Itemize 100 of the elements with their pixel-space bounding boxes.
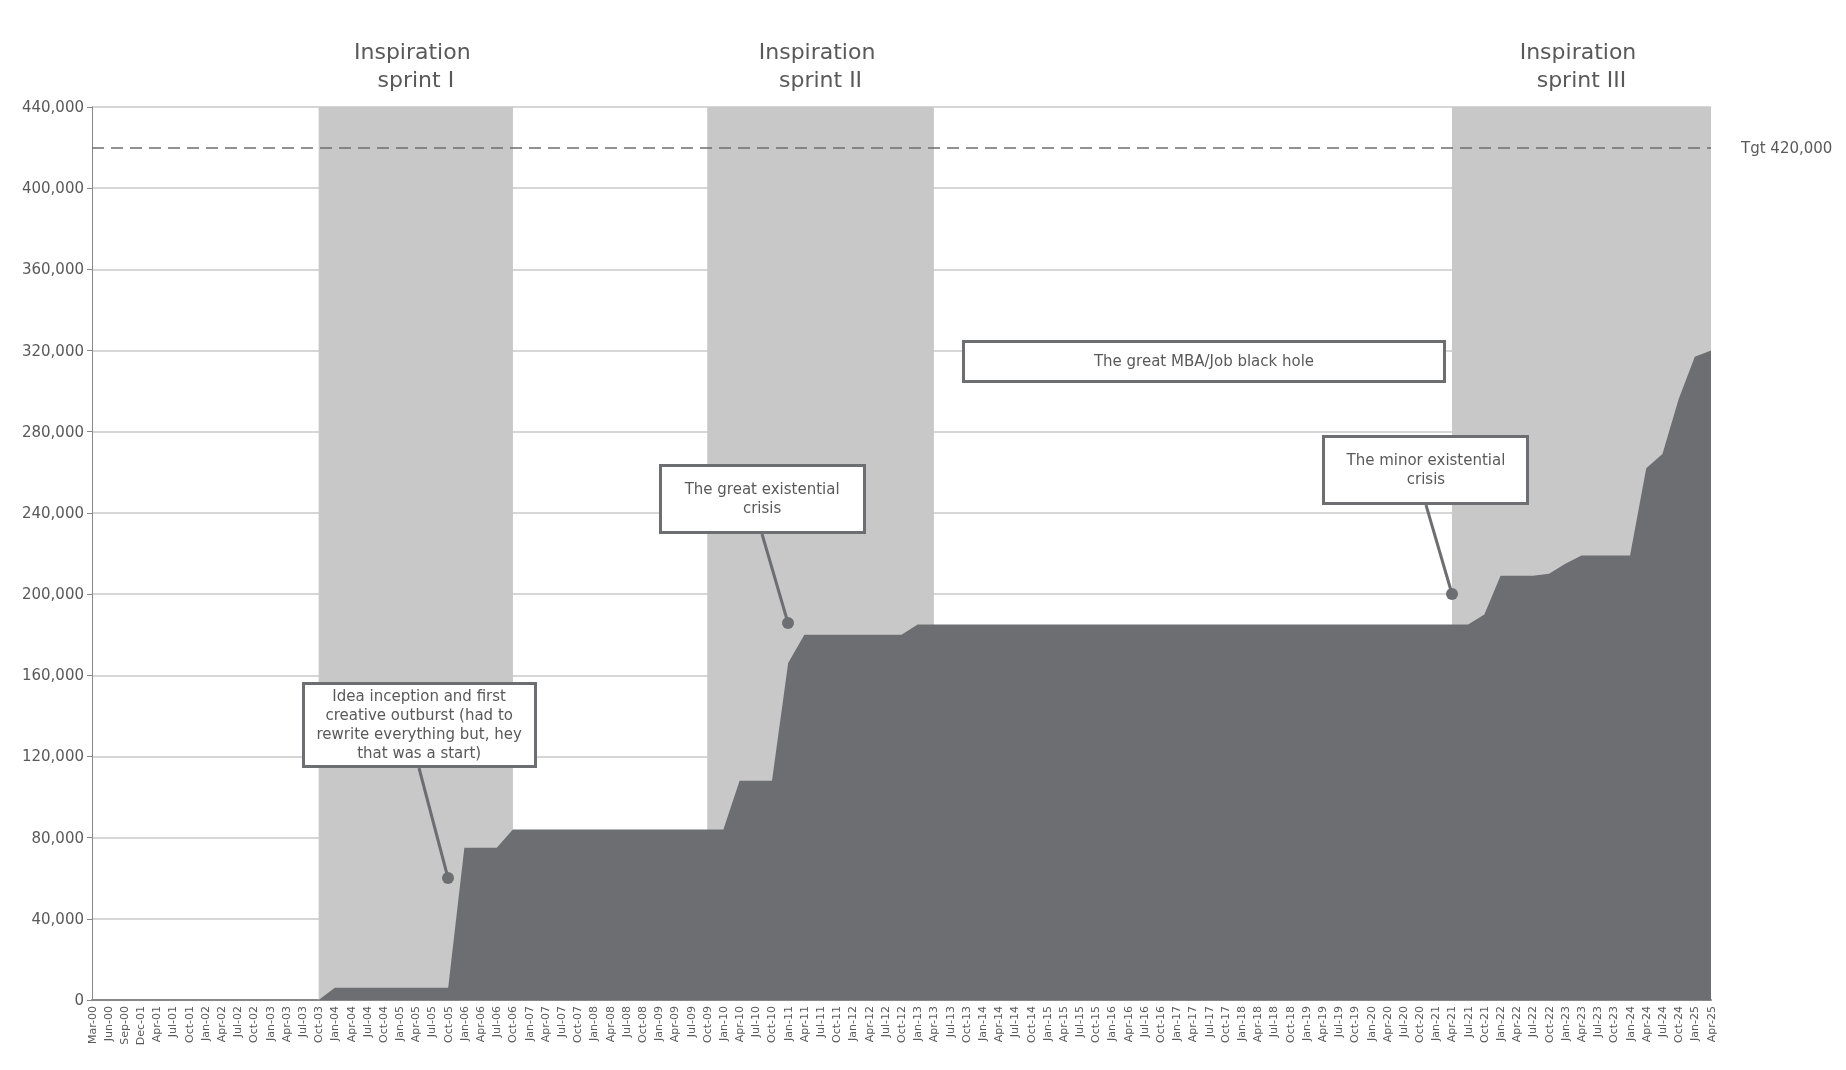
x-tick-label: Oct-08 xyxy=(635,1006,649,1043)
y-tick-label: 200,000 xyxy=(21,585,84,604)
x-tick-label: Oct-20 xyxy=(1413,1006,1427,1043)
annotation: Idea inception and first creative outburst (had to rewrite everything but, hey that was a start) xyxy=(315,687,523,764)
y-tick-label: 280,000 xyxy=(21,422,84,441)
x-tick-label: Jul-06 xyxy=(490,1006,504,1039)
x-tick-label: Oct-21 xyxy=(1477,1006,1491,1043)
x-tick-label: Jan-11 xyxy=(781,1006,795,1042)
x-tick-label: Oct-04 xyxy=(376,1006,390,1043)
x-tick-label: Oct-17 xyxy=(1218,1006,1232,1043)
x-tick-label: Jul-12 xyxy=(878,1006,892,1039)
x-tick-label: Jan-16 xyxy=(1105,1006,1119,1042)
x-tick-label: Apr-25 xyxy=(1704,1006,1718,1043)
x-tick-label: Jul-23 xyxy=(1591,1006,1605,1039)
x-tick-label: Jul-02 xyxy=(231,1006,245,1039)
x-tick-label: Jul-22 xyxy=(1526,1006,1540,1039)
x-tick-label: Jan-18 xyxy=(1234,1006,1248,1042)
y-tick-label: 360,000 xyxy=(21,260,84,279)
x-tick-label: Oct-05 xyxy=(441,1006,455,1043)
x-tick-label: Jan-20 xyxy=(1364,1006,1378,1042)
x-tick-label: Oct-23 xyxy=(1607,1006,1621,1043)
x-tick-label: Jul-01 xyxy=(166,1006,180,1039)
x-tick-label: Jan-12 xyxy=(846,1006,860,1042)
x-tick-label: Jan-02 xyxy=(198,1006,212,1042)
x-tick-label: Oct-07 xyxy=(571,1006,585,1043)
x-tick-label: Apr-17 xyxy=(1186,1006,1200,1043)
x-tick-label: Oct-09 xyxy=(700,1006,714,1043)
x-tick-label: Apr-11 xyxy=(797,1006,811,1043)
x-tick-label: Oct-02 xyxy=(247,1006,261,1043)
x-tick-label: Jul-17 xyxy=(1202,1006,1216,1039)
x-tick-label: Apr-22 xyxy=(1510,1006,1524,1043)
x-tick-label: Apr-20 xyxy=(1380,1006,1394,1043)
x-tick-label: Apr-09 xyxy=(668,1006,682,1043)
x-tick-label: Jan-04 xyxy=(328,1006,342,1042)
y-tick-label: 120,000 xyxy=(21,747,84,766)
x-tick-label: Oct-12 xyxy=(895,1006,908,1043)
x-tick-label: Oct-15 xyxy=(1089,1006,1103,1043)
x-tick-label: Apr-19 xyxy=(1315,1006,1329,1043)
x-tick-label: Jan-07 xyxy=(522,1006,536,1042)
x-tick-label: Jan-09 xyxy=(652,1006,666,1042)
y-tick-label: 400,000 xyxy=(21,179,84,198)
x-tick-label: Jul-04 xyxy=(360,1006,374,1039)
x-tick-label: Jan-22 xyxy=(1494,1006,1508,1042)
x-tick-label: Oct-24 xyxy=(1672,1006,1686,1043)
x-tick-label: Jan-13 xyxy=(911,1006,925,1042)
x-tick-label: Apr-07 xyxy=(538,1006,552,1043)
x-tick-label: Oct-16 xyxy=(1154,1006,1168,1043)
x-tick-label: Apr-01 xyxy=(150,1006,164,1043)
x-tick-label: Jul-20 xyxy=(1396,1006,1410,1039)
x-tick-label: Jan-08 xyxy=(587,1006,601,1042)
x-tick-label: Jan-14 xyxy=(975,1006,989,1042)
x-tick-label: Jul-07 xyxy=(555,1006,569,1039)
x-tick-label: Jan-15 xyxy=(1040,1006,1054,1042)
x-tick-label: Apr-02 xyxy=(215,1006,229,1043)
x-tick-label: Jan-17 xyxy=(1170,1006,1184,1042)
x-tick-label: Jan-05 xyxy=(393,1006,407,1042)
x-tick-label: Oct-14 xyxy=(1024,1006,1038,1043)
ref-line-label: Tgt 420,000 xyxy=(1740,138,1833,157)
y-tick-label: 40,000 xyxy=(31,909,84,928)
x-tick-label: Jul-21 xyxy=(1461,1006,1475,1039)
x-tick-label: Jul-08 xyxy=(619,1006,633,1039)
band-label: Inspiration sprint II xyxy=(758,38,883,92)
x-tick-label: Oct-18 xyxy=(1283,1006,1297,1043)
annotation: The minor existential crisis xyxy=(1345,451,1507,490)
x-tick-label: Jul-03 xyxy=(295,1006,309,1039)
x-tick-label: Apr-21 xyxy=(1445,1006,1459,1043)
x-tick-label: Apr-04 xyxy=(344,1006,358,1043)
x-tick-label: Apr-18 xyxy=(1251,1006,1265,1043)
y-tick-label: 160,000 xyxy=(21,666,84,685)
x-tick-label: Oct-10 xyxy=(765,1006,779,1043)
x-tick-label: Jan-24 xyxy=(1623,1006,1637,1042)
x-tick-label: Oct-06 xyxy=(506,1006,520,1043)
x-tick-label: Apr-16 xyxy=(1121,1006,1135,1043)
x-tick-label: Jan-10 xyxy=(716,1006,730,1042)
band-label: Inspiration sprint III xyxy=(1519,38,1644,92)
x-tick-label: Jan-25 xyxy=(1688,1006,1702,1042)
y-tick-label: 0 xyxy=(74,991,84,1009)
x-tick-label: Oct-03 xyxy=(312,1006,326,1043)
x-tick-label: Apr-12 xyxy=(862,1006,876,1043)
x-tick-label: Jan-06 xyxy=(457,1006,471,1042)
x-tick-label: Jul-11 xyxy=(814,1006,828,1039)
x-tick-label: Dec-01 xyxy=(134,1006,148,1046)
x-tick-label: Apr-15 xyxy=(1056,1006,1070,1043)
x-tick-label: Jul-15 xyxy=(1073,1006,1087,1039)
x-tick-label: Jul-10 xyxy=(749,1006,763,1039)
annotation: The great existential crisis xyxy=(683,479,841,518)
x-tick-label: Apr-14 xyxy=(992,1006,1006,1043)
x-tick-label: Jul-18 xyxy=(1267,1006,1281,1039)
x-tick-label: Oct-13 xyxy=(959,1006,973,1043)
x-tick-label: Jan-21 xyxy=(1429,1006,1443,1042)
x-tick-label: Apr-23 xyxy=(1574,1006,1588,1043)
y-tick-label: 240,000 xyxy=(21,503,84,522)
x-tick-label: Jul-16 xyxy=(1137,1006,1151,1039)
band-label: Inspiration sprint I xyxy=(353,38,478,92)
x-tick-label: Oct-11 xyxy=(830,1006,844,1043)
x-tick-label: Jan-03 xyxy=(263,1006,277,1042)
x-tick-label: Oct-01 xyxy=(182,1006,196,1043)
annotation: The great MBA/Job black hole xyxy=(1093,352,1315,371)
x-tick-label: Apr-05 xyxy=(409,1006,423,1043)
x-tick-label: Oct-19 xyxy=(1348,1006,1362,1043)
